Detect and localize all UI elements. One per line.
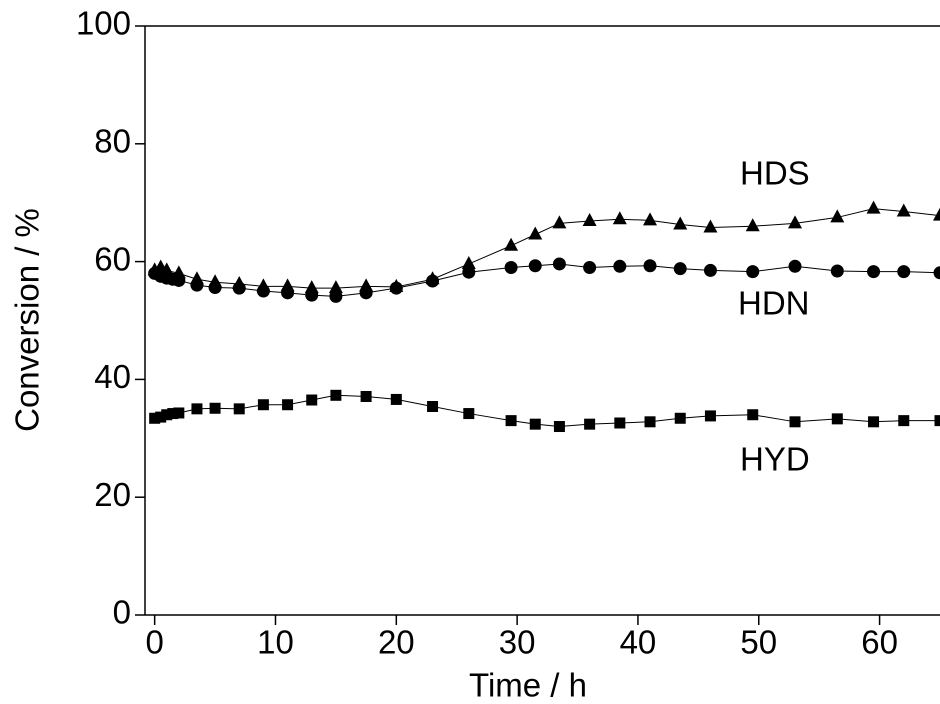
data-point bbox=[161, 409, 173, 421]
x-tick-label: 30 bbox=[499, 624, 536, 661]
data-point bbox=[934, 415, 940, 427]
data-point bbox=[233, 403, 245, 415]
data-point bbox=[529, 418, 541, 430]
x-tick-label: 10 bbox=[257, 624, 294, 661]
data-point bbox=[149, 412, 161, 424]
y-tick-label: 80 bbox=[94, 123, 131, 160]
data-point bbox=[208, 281, 222, 295]
data-point bbox=[614, 417, 626, 429]
data-point bbox=[896, 203, 911, 217]
data-point bbox=[673, 262, 687, 276]
x-tick-label: 40 bbox=[620, 624, 657, 661]
data-point bbox=[867, 265, 881, 279]
data-point bbox=[389, 281, 403, 295]
data-point bbox=[427, 400, 439, 412]
y-tick-label: 40 bbox=[94, 358, 131, 395]
data-point bbox=[898, 415, 910, 427]
data-point bbox=[528, 226, 543, 240]
data-point bbox=[897, 265, 911, 279]
data-point bbox=[172, 273, 186, 287]
data-point bbox=[703, 219, 718, 233]
data-point bbox=[830, 209, 845, 223]
data-point bbox=[209, 402, 221, 414]
data-point bbox=[504, 237, 519, 251]
series-label: HDS bbox=[740, 155, 810, 192]
data-point bbox=[704, 410, 716, 422]
data-point bbox=[613, 259, 627, 273]
x-tick-label: 50 bbox=[740, 624, 777, 661]
data-point bbox=[281, 286, 295, 300]
data-point bbox=[257, 399, 269, 411]
data-point bbox=[282, 399, 294, 411]
series-line bbox=[154, 208, 940, 289]
data-point bbox=[305, 288, 319, 302]
data-point bbox=[582, 212, 597, 226]
data-point bbox=[868, 416, 880, 428]
y-tick-label: 20 bbox=[94, 476, 131, 513]
data-point bbox=[461, 255, 476, 269]
data-point bbox=[462, 265, 476, 279]
data-point bbox=[528, 259, 542, 273]
data-point bbox=[232, 281, 246, 295]
data-point bbox=[360, 390, 372, 402]
data-point bbox=[328, 280, 343, 294]
data-point bbox=[673, 216, 688, 230]
data-point bbox=[553, 421, 565, 433]
series-line bbox=[154, 263, 940, 297]
data-point bbox=[505, 415, 517, 427]
data-point bbox=[789, 416, 801, 428]
data-point bbox=[674, 412, 686, 424]
data-point bbox=[306, 394, 318, 406]
data-point bbox=[552, 215, 567, 229]
x-tick-label: 60 bbox=[861, 624, 898, 661]
data-point bbox=[643, 212, 658, 226]
data-point bbox=[644, 416, 656, 428]
data-point bbox=[830, 264, 844, 278]
data-point bbox=[747, 409, 759, 421]
data-point bbox=[643, 259, 657, 273]
data-point bbox=[330, 389, 342, 401]
data-point bbox=[933, 266, 940, 280]
data-point bbox=[745, 218, 760, 232]
data-point bbox=[155, 411, 167, 423]
data-point bbox=[426, 274, 440, 288]
data-point bbox=[504, 260, 518, 274]
data-point bbox=[256, 284, 270, 298]
data-point bbox=[190, 278, 204, 292]
data-point bbox=[933, 207, 940, 221]
series-line bbox=[154, 394, 940, 428]
data-point bbox=[788, 259, 802, 273]
data-point bbox=[866, 200, 881, 214]
y-axis-label: Conversion / % bbox=[9, 208, 46, 432]
x-axis-label: Time / h bbox=[469, 667, 587, 704]
y-tick-label: 100 bbox=[76, 5, 131, 42]
x-tick-label: 20 bbox=[378, 624, 415, 661]
data-point bbox=[359, 286, 373, 300]
series-label: HYD bbox=[740, 441, 810, 478]
data-point bbox=[463, 408, 475, 420]
y-tick-label: 0 bbox=[113, 594, 131, 631]
y-tick-label: 60 bbox=[94, 240, 131, 277]
data-point bbox=[173, 407, 185, 419]
data-point bbox=[584, 418, 596, 430]
data-point bbox=[329, 289, 343, 303]
x-tick-label: 0 bbox=[145, 624, 163, 661]
data-point bbox=[788, 215, 803, 229]
data-point bbox=[583, 260, 597, 274]
data-point bbox=[167, 408, 179, 420]
data-point bbox=[552, 257, 566, 271]
data-point bbox=[191, 403, 203, 415]
data-point bbox=[390, 393, 402, 405]
series-label: HDN bbox=[738, 285, 810, 322]
data-point bbox=[703, 263, 717, 277]
data-point bbox=[746, 265, 760, 279]
data-point bbox=[612, 211, 627, 225]
data-point bbox=[831, 413, 843, 425]
